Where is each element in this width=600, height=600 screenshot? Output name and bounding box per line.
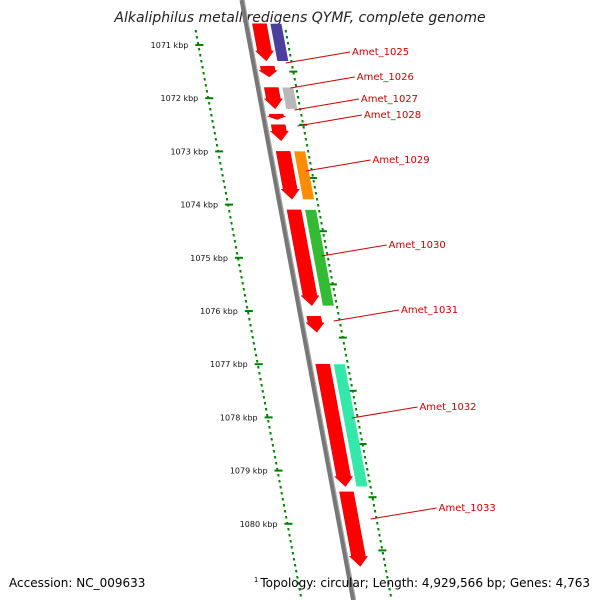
gene-arrow bbox=[258, 66, 278, 78]
cog-bar bbox=[282, 87, 298, 109]
gene-label: Amet_1026 bbox=[357, 72, 414, 83]
stats-text: Topology: circular; Length: 4,929,566 bp… bbox=[260, 576, 590, 590]
cog-bar bbox=[270, 23, 289, 61]
gene-arrow bbox=[305, 316, 325, 333]
gene-label-leader bbox=[305, 159, 371, 172]
kbp-ruler: 1071 kbp 1072 kbp 1073 kbp 1074 kbp 1075 kbp… bbox=[151, 29, 392, 597]
gene-track bbox=[239, 0, 368, 600]
gene-label: Amet_1027 bbox=[361, 94, 418, 105]
map-title: Alkaliphilus metalliredigens QYMF, compl… bbox=[114, 10, 486, 26]
gene-arrow bbox=[263, 87, 283, 110]
gene-label: Amet_1028 bbox=[364, 110, 421, 121]
kbp-tick-label: 1073 kbp bbox=[170, 147, 208, 156]
gene-label-leader bbox=[321, 244, 387, 257]
gene-arrow bbox=[269, 124, 289, 142]
cog-bar bbox=[333, 364, 368, 487]
gene-label: Amet_1030 bbox=[389, 240, 446, 251]
backbone-highlight bbox=[243, 0, 357, 600]
gene-arrow bbox=[286, 209, 320, 307]
kbp-tick-label: 1072 kbp bbox=[161, 94, 199, 103]
gene-label: Amet_1031 bbox=[401, 305, 458, 316]
gene-label: Amet_1033 bbox=[439, 503, 496, 514]
gene-arrow bbox=[339, 491, 368, 567]
stats-footnote-marker: 1 bbox=[253, 576, 259, 584]
gene-label-leader bbox=[333, 309, 400, 322]
gene-labels: Amet_1025 Amet_1026 Amet_1027 Amet_1028 Amet… bbox=[285, 47, 496, 520]
gene-arrow bbox=[315, 363, 354, 487]
gene-label: Amet_1032 bbox=[419, 402, 476, 413]
kbp-tick-label: 1071 kbp bbox=[151, 41, 189, 50]
cog-bar bbox=[294, 151, 315, 200]
gene-arrow bbox=[267, 113, 286, 120]
backbone-line bbox=[239, 0, 357, 600]
gene-label-leader bbox=[290, 76, 355, 89]
gene-label: Amet_1029 bbox=[373, 155, 430, 166]
gene-label-leader bbox=[285, 51, 351, 64]
kbp-tick-label: 1075 kbp bbox=[190, 254, 228, 263]
gene-label: Amet_1025 bbox=[352, 47, 409, 58]
kbp-tick-label: 1077 kbp bbox=[210, 360, 248, 369]
kbp-tick-label: 1079 kbp bbox=[230, 467, 268, 476]
kbp-tick-label: 1078 kbp bbox=[220, 413, 258, 422]
gene-arrow bbox=[275, 151, 300, 200]
genome-stats: 1 Topology: circular; Length: 4,929,566 b… bbox=[254, 576, 590, 590]
gene-label-leader bbox=[297, 114, 363, 127]
gene-label-leader bbox=[294, 98, 360, 111]
gene-arrow bbox=[252, 23, 274, 62]
kbp-tick-label: 1080 kbp bbox=[240, 520, 278, 529]
gene-label-leader bbox=[370, 507, 437, 520]
cog-bar bbox=[305, 209, 334, 306]
accession-text: Accession: NC_009633 bbox=[9, 576, 146, 590]
gene-label-leader bbox=[351, 406, 418, 419]
kbp-tick-label: 1074 kbp bbox=[180, 201, 218, 210]
kbp-tick-label: 1076 kbp bbox=[200, 307, 238, 316]
